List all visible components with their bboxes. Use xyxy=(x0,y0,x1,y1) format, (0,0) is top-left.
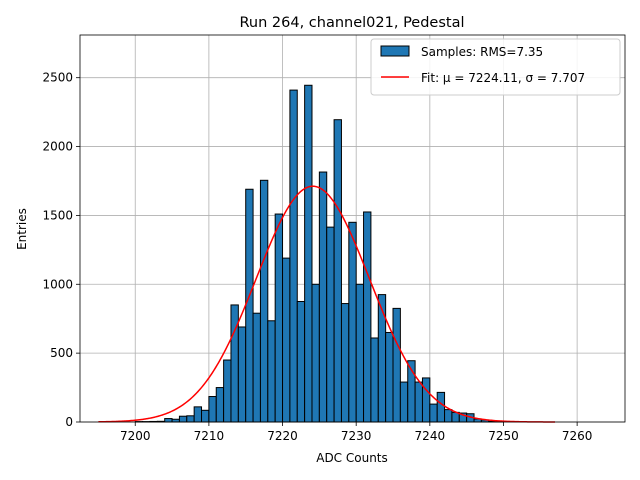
gaussian-fit-curve xyxy=(98,185,556,423)
y-tick-label: 2500 xyxy=(42,71,73,85)
axes-frame xyxy=(79,34,626,423)
histogram-bar xyxy=(259,179,269,423)
histogram-bar xyxy=(274,213,284,423)
histogram-bar xyxy=(421,377,431,423)
histogram-bar xyxy=(385,331,394,423)
histogram-bar xyxy=(267,320,276,423)
histogram-bar xyxy=(370,337,379,423)
histogram-bar xyxy=(296,300,306,423)
histogram-bar xyxy=(429,403,438,423)
histogram-bar xyxy=(399,381,409,423)
histogram-bar xyxy=(348,221,357,423)
histogram-bar xyxy=(333,119,342,423)
histogram-bar xyxy=(304,84,313,423)
legend-bar-swatch xyxy=(380,45,410,57)
histogram-bar xyxy=(282,257,291,423)
y-axis-label: Entries xyxy=(15,208,29,250)
y-tick-label: 0 xyxy=(65,415,73,429)
histogram-bar xyxy=(289,89,298,423)
x-tick-label: 7250 xyxy=(488,429,519,443)
y-tick-label: 1000 xyxy=(42,277,73,291)
x-tick-label: 7210 xyxy=(194,429,225,443)
histogram-bar xyxy=(377,294,387,423)
chart-title: Run 264, channel021, Pedestal xyxy=(239,15,464,31)
x-tick-label: 7230 xyxy=(341,429,372,443)
y-tick-label: 1500 xyxy=(42,208,73,222)
histogram-bar xyxy=(164,418,173,423)
x-axis-ticks: 7200 7210 7220 7230 7240 7250 7260 xyxy=(120,422,592,443)
x-axis-label: ADC Counts xyxy=(316,451,388,465)
histogram-bar xyxy=(201,409,210,423)
histogram-bar xyxy=(237,326,247,423)
histogram-bar xyxy=(193,406,203,423)
histogram-bar xyxy=(178,415,188,423)
histogram-bar xyxy=(252,312,261,423)
histogram-bar xyxy=(208,396,217,423)
histogram-bar xyxy=(223,359,232,423)
histogram-bar xyxy=(171,418,180,423)
histogram-bar xyxy=(363,211,372,423)
histogram-bars xyxy=(134,84,504,423)
histogram-bar xyxy=(230,304,239,423)
histogram-bar xyxy=(392,307,401,423)
y-axis-ticks: 0 500 1000 1500 2000 2500 xyxy=(42,71,80,429)
x-tick-label: 7200 xyxy=(120,429,151,443)
legend-frame xyxy=(370,38,621,96)
histogram-bar xyxy=(311,283,320,423)
histogram-bar xyxy=(326,226,335,423)
legend-entry-samples: Samples: RMS=7.35 xyxy=(421,45,543,59)
histogram-bar xyxy=(355,283,365,423)
y-tick-label: 2000 xyxy=(42,140,73,154)
x-tick-label: 7260 xyxy=(562,429,593,443)
histogram-bar xyxy=(444,409,453,423)
histogram-bar xyxy=(186,415,195,423)
legend: Samples: RMS=7.35 Fit: μ = 7224.11, σ = … xyxy=(370,38,621,96)
x-tick-label: 7220 xyxy=(267,429,298,443)
legend-entry-fit: Fit: μ = 7224.11, σ = 7.707 xyxy=(421,71,585,85)
histogram-bar xyxy=(436,391,446,423)
y-tick-label: 500 xyxy=(50,346,73,360)
x-tick-label: 7240 xyxy=(415,429,446,443)
histogram-bar xyxy=(215,387,225,423)
histogram-bar xyxy=(414,381,423,423)
histogram-bar xyxy=(340,303,350,423)
histogram-bar xyxy=(245,188,254,423)
histogram-bar xyxy=(318,171,328,423)
